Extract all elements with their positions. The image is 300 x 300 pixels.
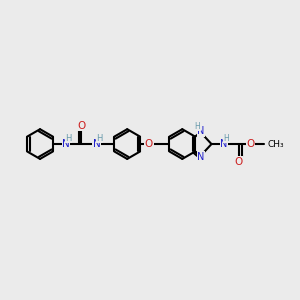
Text: H: H xyxy=(96,134,103,142)
Text: O: O xyxy=(235,157,243,166)
Text: O: O xyxy=(145,139,153,149)
Text: N: N xyxy=(197,152,205,162)
Text: H: H xyxy=(224,134,229,143)
Text: CH₃: CH₃ xyxy=(268,140,285,148)
Text: O: O xyxy=(247,139,255,149)
Text: H: H xyxy=(195,122,200,131)
Text: H: H xyxy=(65,134,71,142)
Text: N: N xyxy=(62,139,70,149)
Text: O: O xyxy=(77,121,86,131)
Text: N: N xyxy=(93,139,101,149)
Text: N: N xyxy=(197,126,205,136)
Text: N: N xyxy=(220,139,228,149)
